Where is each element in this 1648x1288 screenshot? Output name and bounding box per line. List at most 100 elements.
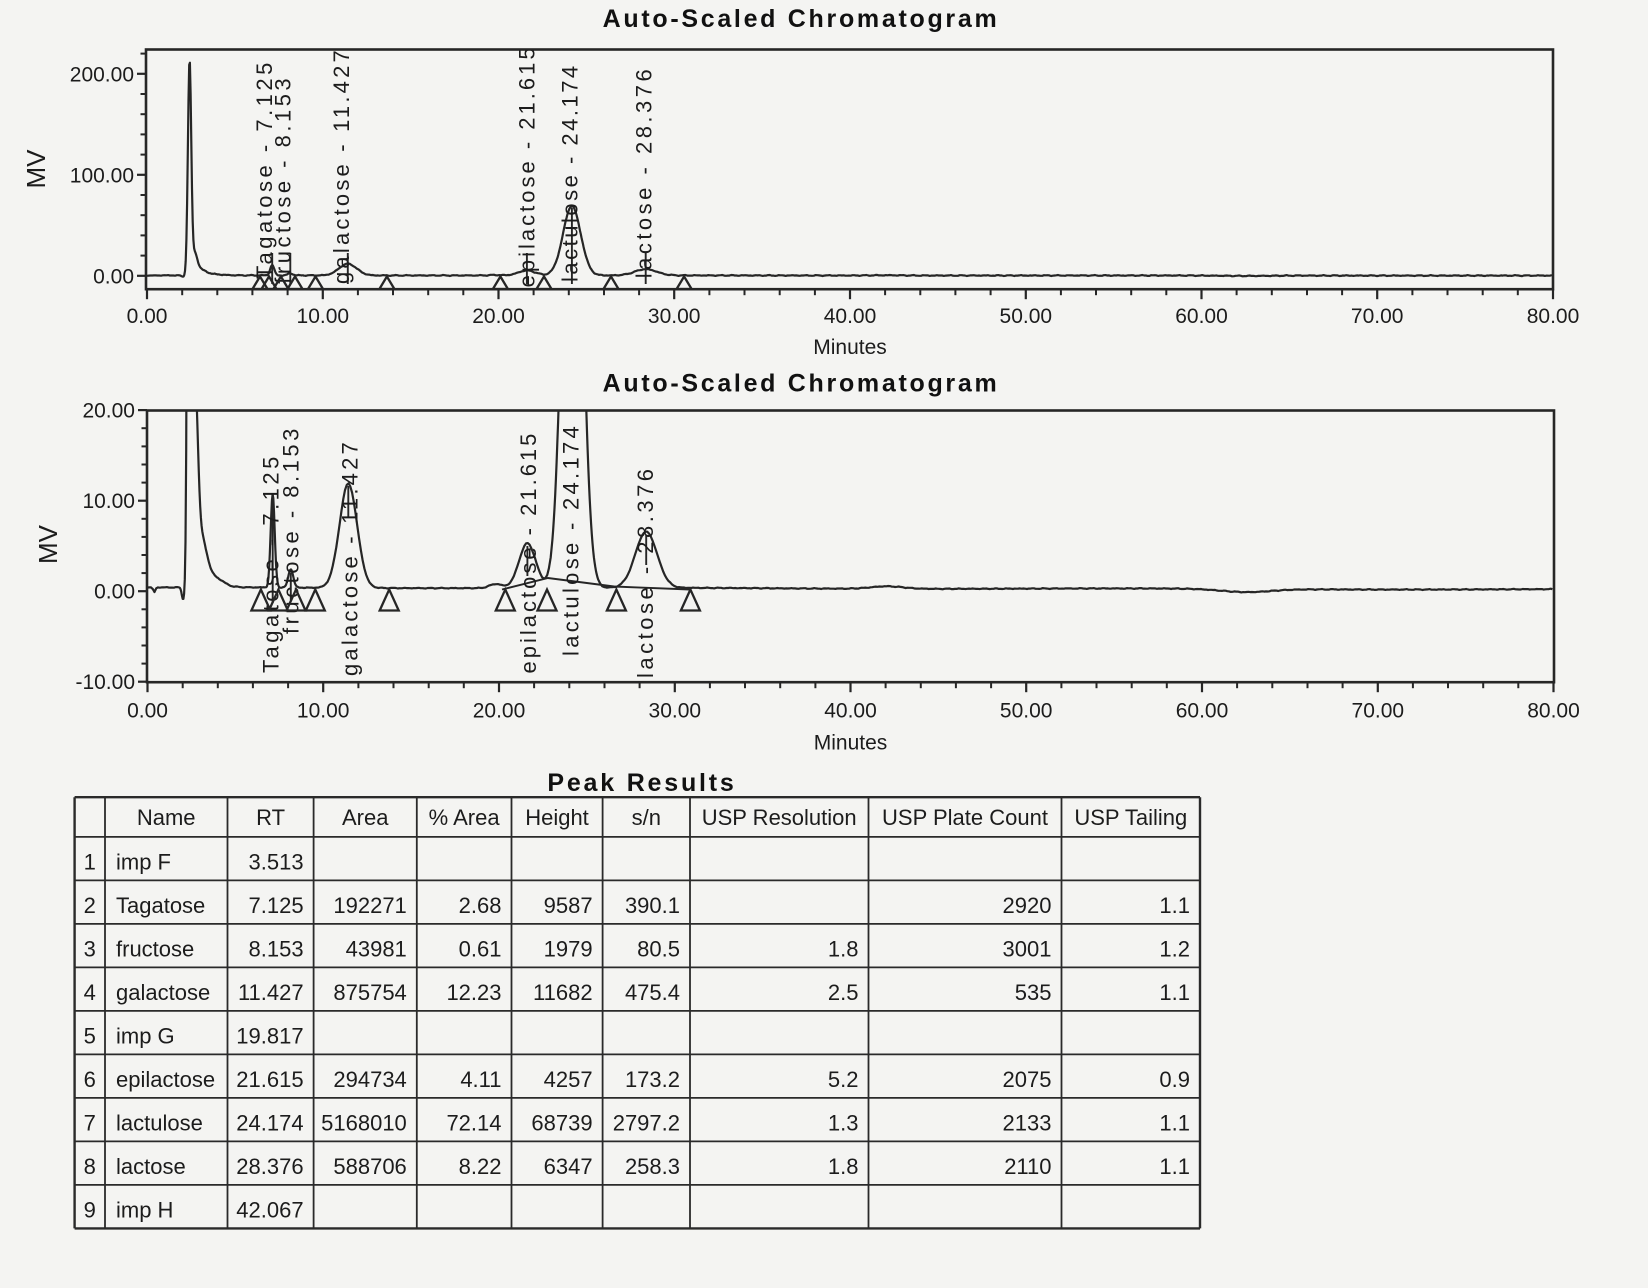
svg-text:5168010: 5168010 (321, 1111, 407, 1136)
svg-text:20.00: 20.00 (472, 305, 525, 328)
svg-text:6347: 6347 (544, 1154, 593, 1179)
svg-text:lactulose: lactulose (116, 1111, 203, 1136)
svg-text:0.00: 0.00 (93, 265, 134, 288)
svg-text:2.68: 2.68 (459, 893, 502, 918)
svg-text:lactulose - 24.174: lactulose - 24.174 (557, 63, 582, 282)
svg-text:68739: 68739 (531, 1111, 592, 1136)
svg-text:epilactose - 21.615: epilactose - 21.615 (516, 431, 541, 674)
svg-text:0.9: 0.9 (1159, 1067, 1190, 1092)
svg-text:imp F: imp F (116, 850, 171, 875)
svg-text:1.2: 1.2 (1159, 937, 1190, 962)
svg-text:2110: 2110 (1004, 1154, 1051, 1179)
svg-text:30.00: 30.00 (648, 305, 701, 328)
svg-text:fructose: fructose (116, 937, 194, 962)
svg-text:11.427: 11.427 (238, 980, 304, 1005)
svg-text:-10.00: -10.00 (75, 671, 135, 694)
svg-text:50.00: 50.00 (1000, 305, 1053, 328)
svg-text:2075: 2075 (1003, 1067, 1052, 1092)
svg-text:30.00: 30.00 (649, 700, 702, 723)
svg-text:galactose - 11.427: galactose - 11.427 (338, 439, 363, 676)
svg-text:60.00: 60.00 (1175, 305, 1228, 328)
svg-text:3001: 3001 (1003, 937, 1052, 962)
svg-text:lactulose - 24.174: lactulose - 24.174 (559, 423, 584, 656)
svg-text:192271: 192271 (333, 893, 406, 918)
svg-text:3.513: 3.513 (249, 850, 304, 875)
svg-text:21.615: 21.615 (236, 1067, 303, 1092)
svg-text:lactose - 28.376: lactose - 28.376 (631, 66, 656, 279)
svg-text:1.1: 1.1 (1159, 893, 1190, 918)
svg-text:10.00: 10.00 (297, 700, 350, 723)
svg-text:Name: Name (137, 805, 196, 830)
svg-text:% Area: % Area (429, 805, 501, 830)
svg-text:9587: 9587 (544, 893, 593, 918)
svg-text:USP Plate Count: USP Plate Count (882, 805, 1048, 830)
svg-text:epilactose - 21.615: epilactose - 21.615 (515, 44, 540, 287)
svg-text:1.8: 1.8 (828, 937, 859, 962)
svg-text:50.00: 50.00 (1000, 700, 1053, 723)
svg-text:1: 1 (84, 850, 96, 875)
svg-text:475.4: 475.4 (625, 980, 680, 1005)
svg-text:80.00: 80.00 (1527, 305, 1580, 328)
svg-text:875754: 875754 (333, 980, 406, 1005)
svg-text:imp H: imp H (116, 1198, 173, 1223)
svg-text:8.22: 8.22 (459, 1154, 502, 1179)
svg-text:1.1: 1.1 (1159, 980, 1190, 1005)
svg-text:200.00: 200.00 (70, 63, 134, 86)
svg-text:6: 6 (84, 1067, 96, 1092)
svg-text:19.817: 19.817 (236, 1024, 303, 1049)
svg-text:USP Resolution: USP Resolution (702, 805, 857, 830)
svg-text:42.067: 42.067 (236, 1198, 303, 1223)
svg-text:5: 5 (84, 1024, 96, 1049)
svg-text:lactose - 28.376: lactose - 28.376 (633, 465, 658, 678)
svg-text:galactose - 11.427: galactose - 11.427 (329, 47, 354, 284)
svg-text:1979: 1979 (544, 937, 593, 962)
svg-text:4257: 4257 (544, 1067, 593, 1092)
svg-text:2133: 2133 (1003, 1111, 1052, 1136)
svg-text:imp G: imp G (116, 1024, 175, 1049)
svg-text:258.3: 258.3 (625, 1154, 680, 1179)
svg-text:MV: MV (33, 524, 63, 564)
svg-text:Tagatose - 7.125: Tagatose - 7.125 (252, 59, 277, 279)
svg-text:173.2: 173.2 (625, 1067, 680, 1092)
svg-text:2.5: 2.5 (828, 980, 859, 1005)
svg-text:Tagatose: Tagatose (116, 893, 205, 918)
svg-text:2797.2: 2797.2 (613, 1111, 680, 1136)
svg-text:MV: MV (21, 149, 51, 189)
svg-text:100.00: 100.00 (70, 164, 134, 187)
svg-text:7.125: 7.125 (249, 893, 304, 918)
svg-text:1.3: 1.3 (828, 1111, 859, 1136)
svg-text:588706: 588706 (333, 1154, 406, 1179)
svg-text:epilactose: epilactose (116, 1067, 215, 1092)
svg-text:Auto-Scaled Chromatogram: Auto-Scaled Chromatogram (603, 370, 1000, 398)
svg-text:7: 7 (84, 1111, 96, 1136)
svg-text:43981: 43981 (346, 937, 407, 962)
svg-text:Tagatose - 7.125: Tagatose - 7.125 (259, 453, 284, 673)
svg-text:3: 3 (84, 937, 96, 962)
svg-text:535: 535 (1015, 980, 1052, 1005)
svg-text:1.8: 1.8 (828, 1154, 859, 1179)
svg-text:Minutes: Minutes (814, 732, 888, 755)
svg-text:24.174: 24.174 (236, 1111, 303, 1136)
svg-text:10.00: 10.00 (297, 305, 350, 328)
svg-text:0.00: 0.00 (94, 581, 135, 604)
svg-text:60.00: 60.00 (1176, 700, 1229, 723)
svg-text:40.00: 40.00 (824, 700, 877, 723)
svg-text:72.14: 72.14 (446, 1111, 501, 1136)
svg-text:lactose: lactose (116, 1154, 186, 1179)
svg-text:s/n: s/n (632, 805, 661, 830)
svg-text:4.11: 4.11 (460, 1067, 501, 1092)
svg-text:11682: 11682 (533, 980, 593, 1005)
svg-text:0.00: 0.00 (127, 305, 168, 328)
svg-text:1.1: 1.1 (1159, 1154, 1190, 1179)
svg-text:fructose - 8.153: fructose - 8.153 (271, 75, 296, 284)
svg-text:RT: RT (256, 805, 285, 830)
svg-text:8: 8 (84, 1154, 96, 1179)
svg-text:390.1: 390.1 (625, 893, 680, 918)
svg-text:4: 4 (84, 980, 96, 1005)
svg-text:70.00: 70.00 (1351, 305, 1404, 328)
svg-text:70.00: 70.00 (1352, 700, 1405, 723)
svg-text:galactose: galactose (116, 980, 210, 1005)
svg-text:Area: Area (342, 805, 389, 830)
svg-text:28.376: 28.376 (236, 1154, 303, 1179)
svg-text:Auto-Scaled Chromatogram: Auto-Scaled Chromatogram (603, 5, 1000, 33)
